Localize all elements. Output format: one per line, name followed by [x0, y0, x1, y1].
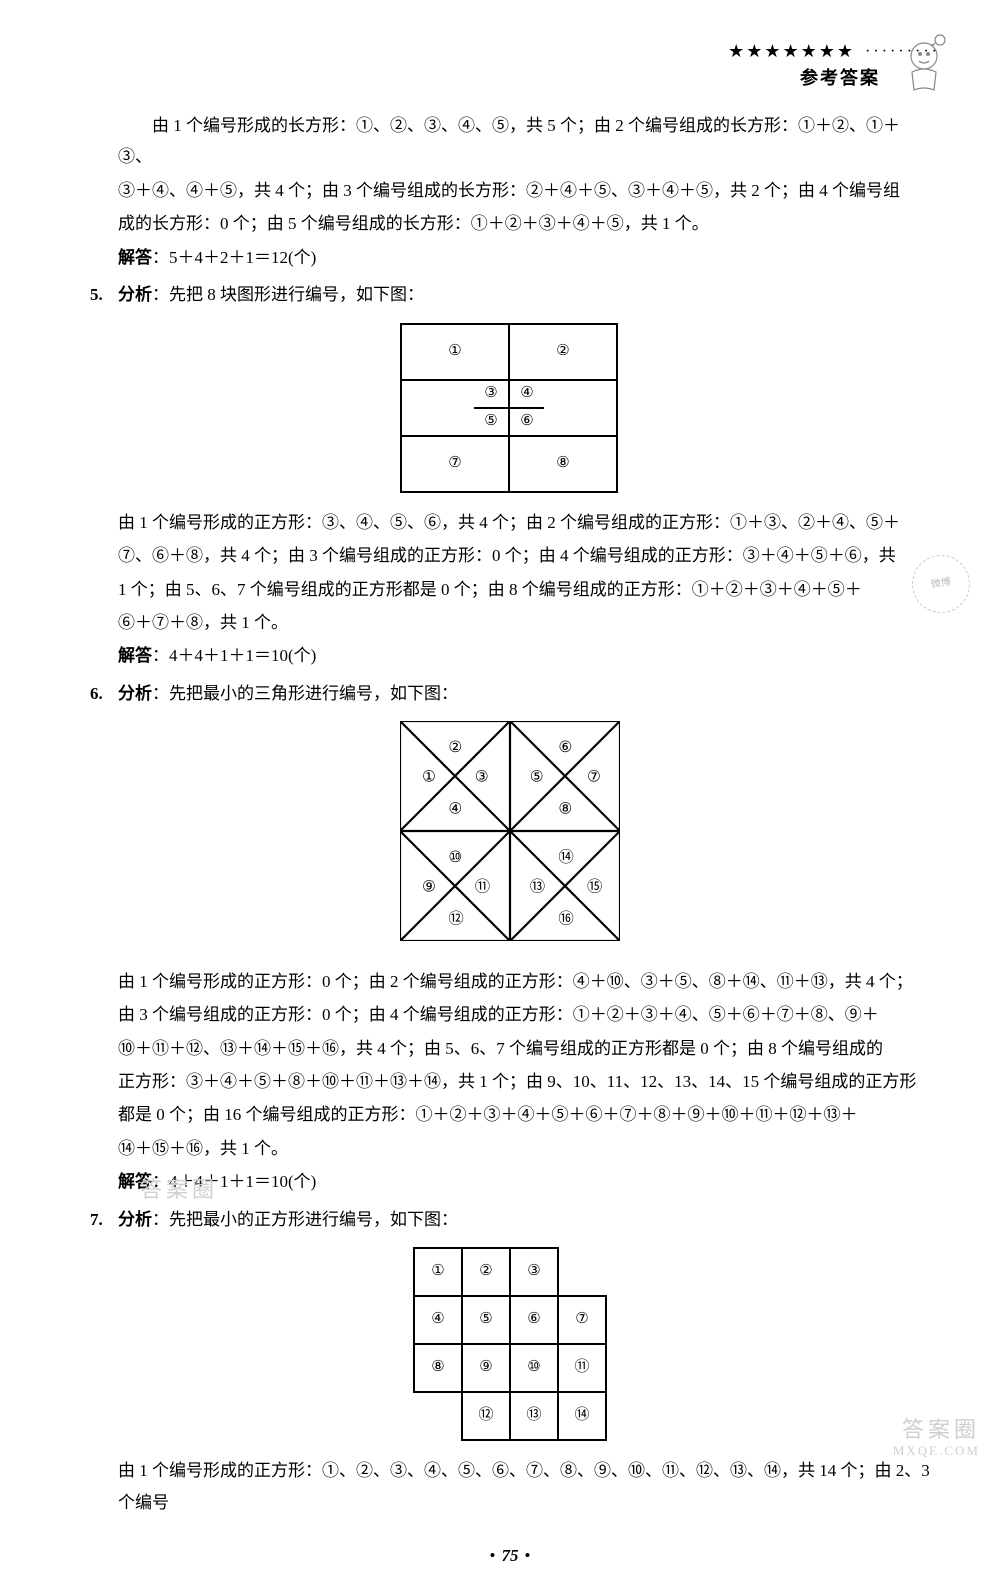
q7-line1: 由 1 个编号形成的正方形：①、②、③、④、⑤、⑥、⑦、⑧、⑨、⑩、⑪、⑫、⑬、…	[118, 1455, 930, 1518]
q5-number: 5.	[90, 279, 112, 310]
answer-label: 解答	[118, 646, 152, 665]
svg-text:⑧: ⑧	[558, 801, 572, 818]
q5-heading: 5. 分析：先把 8 块图形进行编号，如下图：	[90, 279, 930, 310]
d7-cell: ①	[414, 1248, 462, 1296]
q6-line4: 正方形：③＋④＋⑤＋⑧＋⑩＋⑪＋⑬＋⑭，共 1 个；由 9、10、11、12、1…	[118, 1066, 930, 1097]
svg-text:⑪: ⑪	[475, 878, 490, 896]
page-content: 由 1 个编号形成的长方形：①、②、③、④、⑤，共 5 个；由 2 个编号组成的…	[90, 110, 930, 1572]
q6-answer: 解答：4＋4＋1＋1＝10(个)	[118, 1166, 930, 1197]
q6-line1: 由 1 个编号形成的正方形：0 个；由 2 个编号组成的正方形：④＋⑩、③＋⑤、…	[118, 966, 930, 997]
header-title: 参考答案	[800, 62, 880, 95]
q5-line3: 1 个；由 5、6、7 个编号组成的正方形都是 0 个；由 8 个编号组成的正方…	[118, 574, 930, 605]
d7-cell: ⑧	[414, 1344, 462, 1392]
q6-line2: 由 3 个编号组成的正方形：0 个；由 4 个编号组成的正方形：①＋②＋③＋④、…	[118, 999, 930, 1030]
d7-cell: ④	[414, 1296, 462, 1344]
q5-line2: ⑦、⑥＋⑧，共 4 个；由 3 个编号组成的正方形：0 个；由 4 个编号组成的…	[118, 540, 930, 571]
q5-line1: 由 1 个编号形成的正方形：③、④、⑤、⑥，共 4 个；由 2 个编号组成的正方…	[118, 507, 930, 538]
q7-diagram: ① ② ③ ④ ⑤ ⑥ ⑦ ⑧ ⑨ ⑩ ⑪	[90, 1247, 930, 1441]
svg-text:⑦: ⑦	[587, 769, 601, 786]
svg-text:⑩: ⑩	[448, 849, 462, 866]
q7-lead: ：先把最小的正方形进行编号，如下图：	[152, 1210, 458, 1229]
answer-text: ：4＋4＋1＋1＝10(个)	[152, 646, 316, 665]
svg-text:②: ②	[448, 739, 462, 756]
q6-heading: 6. 分析：先把最小的三角形进行编号，如下图：	[90, 678, 930, 709]
d7-cell: ⑭	[558, 1392, 606, 1440]
q6-line5: 都是 0 个；由 16 个编号组成的正方形：①＋②＋③＋④＋⑤＋⑥＋⑦＋⑧＋⑨＋…	[118, 1099, 930, 1130]
q6-lead: ：先把最小的三角形进行编号，如下图：	[152, 684, 458, 703]
svg-text:⑮: ⑮	[587, 878, 602, 896]
q6-line6: ⑭＋⑮＋⑯，共 1 个。	[118, 1133, 930, 1164]
answer-label: 解答	[118, 248, 152, 267]
svg-text:⑬: ⑬	[530, 878, 545, 896]
q5-diagram: ① ② ③ ④ ⑤ ⑥ ⑦ ⑧	[90, 323, 930, 493]
svg-text:⑤: ⑤	[530, 769, 544, 786]
d5-cell-6: ⑥	[508, 407, 546, 437]
analysis-label: 分析	[118, 285, 152, 304]
svg-text:⑥: ⑥	[558, 739, 572, 756]
watermark-text: 答案圈	[140, 1170, 218, 1211]
d7-cell: ⑪	[558, 1344, 606, 1392]
q5-answer: 解答：4＋4＋1＋1＝10(个)	[118, 640, 930, 671]
svg-text:④: ④	[448, 801, 462, 818]
d5-cell-7: ⑦	[400, 435, 510, 493]
svg-text:⑭: ⑭	[558, 848, 573, 866]
q6-line3: ⑩＋⑪＋⑫、⑬＋⑭＋⑮＋⑯，共 4 个；由 5、6、7 个编号组成的正方形都是 …	[118, 1033, 930, 1064]
q5-lead: ：先把 8 块图形进行编号，如下图：	[152, 285, 424, 304]
svg-text:⑯: ⑯	[558, 910, 573, 928]
d5-cell-8: ⑧	[508, 435, 618, 493]
d7-cell: ⑤	[462, 1296, 510, 1344]
d7-cell: ⑦	[558, 1296, 606, 1344]
svg-text:⑨: ⑨	[422, 879, 436, 896]
mascot-icon	[892, 28, 952, 106]
q5-line4: ⑥＋⑦＋⑧，共 1 个。	[118, 607, 930, 638]
d7-cell: ⑩	[510, 1344, 558, 1392]
svg-text:①: ①	[422, 769, 436, 786]
d7-cell: ③	[510, 1248, 558, 1296]
q6-diagram: ① ② ③ ④ ⑤ ⑥ ⑦ ⑧ ⑨ ⑩ ⑪ ⑫ ⑬ ⑭ ⑮ ⑯	[90, 721, 930, 951]
q6-number: 6.	[90, 678, 112, 709]
d5-cell-3: ③	[472, 379, 510, 409]
svg-text:③: ③	[475, 769, 489, 786]
q4-line3: 成的长方形：0 个；由 5 个编号组成的长方形：①＋②＋③＋④＋⑤，共 1 个。	[118, 208, 930, 239]
q4-answer: 解答：5＋4＋2＋1＝12(个)	[118, 242, 930, 273]
svg-text:⑫: ⑫	[448, 910, 463, 928]
q4-line2: ③＋④、④＋⑤，共 4 个；由 3 个编号组成的长方形：②＋④＋⑤、③＋④＋⑤，…	[118, 175, 930, 206]
d5-cell-5: ⑤	[472, 407, 510, 437]
d5-cell-1: ①	[400, 323, 510, 381]
page-number: •75•	[90, 1540, 930, 1571]
d7-cell: ⑫	[462, 1392, 510, 1440]
analysis-label: 分析	[118, 1210, 152, 1229]
answer-text: ：5＋4＋2＋1＝12(个)	[152, 248, 316, 267]
q4-line1: 由 1 个编号形成的长方形：①、②、③、④、⑤，共 5 个；由 2 个编号组成的…	[118, 110, 930, 173]
d5-cell-2: ②	[508, 323, 618, 381]
d7-cell: ②	[462, 1248, 510, 1296]
analysis-label: 分析	[118, 684, 152, 703]
q7-number: 7.	[90, 1204, 112, 1235]
d7-cell: ⑬	[510, 1392, 558, 1440]
d7-cell: ⑨	[462, 1344, 510, 1392]
d5-cell-4: ④	[508, 379, 546, 409]
d7-cell: ⑥	[510, 1296, 558, 1344]
watermark-corner: 答案圈 MXQE.COM	[893, 1417, 980, 1459]
